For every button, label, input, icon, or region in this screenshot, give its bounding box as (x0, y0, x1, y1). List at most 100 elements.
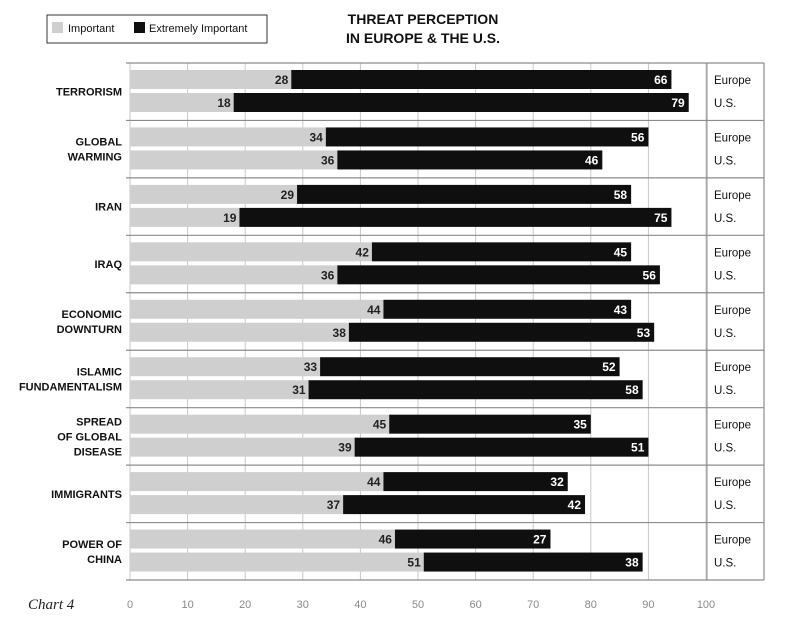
bar-extremely-important (348, 322, 655, 342)
data-label-important: 33 (304, 360, 318, 374)
bar-extremely-important (297, 184, 632, 204)
data-label-important: 28 (275, 73, 289, 87)
x-tick-label: 70 (527, 599, 539, 611)
bar-important (130, 127, 326, 147)
legend-label-important: Important (68, 23, 114, 35)
bar-extremely-important (325, 127, 649, 147)
data-label-important: 42 (356, 245, 370, 259)
region-label: Europe (714, 247, 751, 259)
data-label-extremely-important: 46 (585, 153, 599, 167)
region-label: Europe (714, 132, 751, 144)
legend-swatch-extremely-important (134, 22, 145, 33)
bar-extremely-important (337, 150, 603, 170)
data-label-important: 38 (333, 326, 347, 340)
region-label: Europe (714, 190, 751, 202)
category-label: IMMIGRANTS (51, 489, 122, 501)
data-label-important: 51 (407, 556, 421, 570)
data-label-extremely-important: 38 (625, 556, 639, 570)
bar-extremely-important (354, 437, 649, 457)
region-label: Europe (714, 535, 751, 547)
chart-caption: Chart 4 (28, 597, 75, 613)
region-label: U.S. (714, 328, 736, 340)
data-label-important: 34 (309, 130, 323, 144)
data-label-important: 18 (217, 96, 231, 110)
bar-extremely-important (239, 207, 672, 227)
data-label-important: 44 (367, 475, 381, 489)
bar-important (130, 207, 240, 227)
category-label: POWER OF (62, 539, 122, 551)
region-label: Europe (714, 305, 751, 317)
category-label: OF GLOBAL (57, 431, 122, 443)
data-label-extremely-important: 75 (654, 211, 668, 225)
bar-extremely-important (371, 242, 632, 262)
bar-important (130, 70, 292, 89)
x-tick-label: 50 (412, 599, 424, 611)
bar-important (130, 529, 395, 549)
bar-extremely-important (394, 529, 551, 549)
category-label: DOWNTURN (57, 324, 122, 336)
bar-extremely-important (383, 299, 632, 319)
data-label-important: 46 (379, 533, 393, 547)
data-label-extremely-important: 66 (654, 73, 668, 87)
bar-important (130, 150, 338, 170)
data-label-extremely-important: 45 (614, 245, 628, 259)
data-label-important: 19 (223, 211, 237, 225)
legend-swatch-important (52, 22, 63, 33)
bar-extremely-important (320, 357, 620, 377)
category-label: ISLAMIC (77, 366, 122, 378)
region-label: U.S. (714, 500, 736, 512)
category-label: FUNDAMENTALISM (19, 381, 122, 393)
bar-extremely-important (233, 93, 689, 112)
bar-important (130, 380, 309, 400)
region-label: U.S. (714, 558, 736, 570)
plot-area: TERRORISM 28 66 Europe 18 79 U.S. GLOBAL WARMING… (19, 62, 765, 611)
data-label-important: 37 (327, 498, 341, 512)
bar-extremely-important (383, 472, 568, 492)
bar-important (130, 322, 349, 342)
bar-extremely-important (389, 414, 591, 434)
region-label: Europe (714, 75, 751, 87)
data-label-important: 44 (367, 303, 381, 317)
bar-important (130, 299, 384, 319)
legend-box (46, 14, 268, 44)
x-tick-label: 0 (127, 599, 133, 611)
region-label: Europe (714, 362, 751, 374)
x-tick-label: 60 (469, 599, 481, 611)
x-tick-label: 20 (239, 599, 251, 611)
region-label: Europe (714, 420, 751, 432)
region-label: U.S. (714, 213, 736, 225)
data-label-extremely-important: 58 (625, 383, 639, 397)
region-label: U.S. (714, 155, 736, 167)
region-label: U.S. (714, 270, 736, 282)
bar-important (130, 472, 384, 492)
legend: Important Extremely Important (46, 14, 268, 44)
data-label-important: 31 (292, 383, 306, 397)
region-label: U.S. (714, 98, 736, 110)
region-label: U.S. (714, 443, 736, 455)
bar-extremely-important (337, 265, 660, 285)
bar-important (130, 184, 298, 204)
bar-important (130, 265, 338, 285)
data-label-extremely-important: 42 (568, 498, 582, 512)
data-label-extremely-important: 56 (631, 130, 645, 144)
data-label-extremely-important: 79 (671, 96, 685, 110)
bar-extremely-important (291, 70, 672, 89)
region-label: U.S. (714, 385, 736, 397)
bar-important (130, 437, 355, 457)
category-label: ECONOMIC (62, 309, 123, 321)
category-label: IRAN (95, 202, 122, 214)
x-tick-label: 30 (297, 599, 309, 611)
data-label-important: 45 (373, 418, 387, 432)
x-tick-label: 100 (697, 599, 715, 611)
bar-important (130, 93, 234, 112)
x-tick-label: 90 (642, 599, 654, 611)
bar-important (130, 414, 390, 434)
bar-extremely-important (308, 380, 643, 400)
data-label-important: 39 (338, 441, 352, 455)
data-label-extremely-important: 32 (550, 475, 564, 489)
data-label-extremely-important: 58 (614, 188, 628, 202)
chart-title-line-1: THREAT PERCEPTION (348, 11, 499, 27)
category-label: SPREAD (76, 416, 122, 428)
bar-extremely-important (423, 552, 643, 572)
